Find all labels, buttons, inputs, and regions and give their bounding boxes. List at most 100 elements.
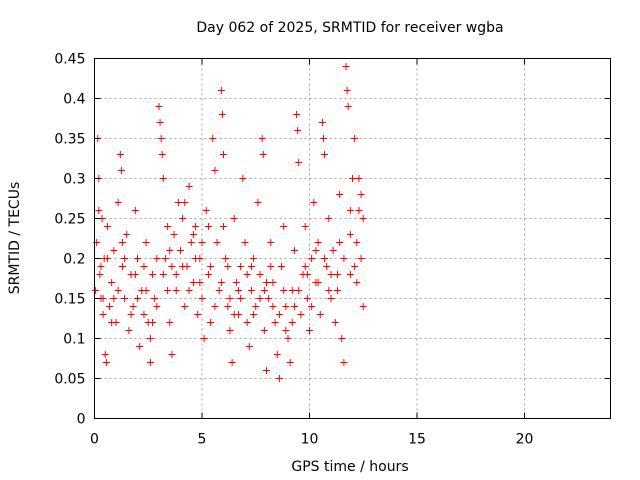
data-point: [226, 295, 234, 302]
data-point: [312, 247, 320, 254]
data-point: [346, 231, 354, 238]
data-point: [159, 271, 167, 278]
data-point: [340, 359, 348, 366]
data-point: [97, 263, 105, 270]
data-point: [121, 295, 129, 302]
data-point: [346, 207, 354, 214]
data-point: [259, 151, 267, 158]
data-point: [153, 255, 161, 262]
data-point: [323, 263, 331, 270]
data-point: [256, 295, 264, 302]
data-point: [131, 271, 139, 278]
data-point: [153, 303, 161, 310]
data-point: [220, 223, 227, 230]
data-point: [198, 295, 206, 302]
data-point: [327, 295, 335, 302]
y-tick-label: 0.45: [54, 52, 85, 68]
data-point: [245, 343, 253, 350]
data-point: [220, 151, 227, 158]
y-tick-label: 0.2: [63, 252, 85, 268]
data-point: [140, 311, 148, 318]
data-point: [301, 223, 309, 230]
data-point: [278, 263, 286, 270]
data-point: [325, 287, 333, 294]
data-point: [189, 231, 197, 238]
data-point: [198, 239, 206, 246]
y-tick-label: 0: [77, 412, 86, 428]
data-point: [202, 207, 210, 214]
data-point: [209, 135, 217, 142]
data-point: [149, 319, 157, 326]
data-point: [177, 247, 184, 254]
data-point: [267, 263, 275, 270]
y-tick-label: 0.1: [63, 332, 85, 348]
data-point: [297, 311, 305, 318]
data-point: [215, 287, 223, 294]
data-point: [265, 295, 273, 302]
data-point: [192, 223, 200, 230]
data-point: [340, 255, 348, 262]
data-point: [260, 287, 268, 294]
data-point: [282, 303, 290, 310]
data-point: [316, 311, 324, 318]
data-point: [342, 63, 350, 70]
data-point: [301, 263, 309, 270]
data-point: [325, 215, 333, 222]
axis-ticks: [94, 58, 611, 419]
data-point: [149, 271, 157, 278]
data-point: [235, 287, 243, 294]
data-point: [140, 263, 148, 270]
data-point: [196, 279, 204, 286]
data-point: [243, 271, 251, 278]
data-point: [95, 207, 103, 214]
data-point: [207, 319, 215, 326]
data-point: [213, 239, 221, 246]
data-point: [108, 279, 116, 286]
data-point: [254, 199, 262, 206]
data-point: [125, 327, 133, 334]
data-point: [217, 279, 225, 286]
y-axis-tick-labels: 0 0.05 0.1 0.15 0.2 0.25 0.3 0.35 0.4 0.45: [54, 52, 85, 428]
data-point: [228, 359, 236, 366]
data-point: [243, 319, 251, 326]
data-point: [99, 295, 107, 302]
data-point: [200, 335, 208, 342]
data-point: [343, 87, 351, 94]
x-tick-label: 15: [408, 432, 426, 448]
data-point: [329, 247, 337, 254]
data-point: [166, 319, 174, 326]
data-point: [194, 311, 202, 318]
data-point: [355, 207, 363, 214]
data-point: [250, 311, 258, 318]
data-point: [103, 223, 111, 230]
data-point: [207, 263, 215, 270]
data-point: [351, 263, 359, 270]
x-tick-label: 10: [301, 432, 319, 448]
data-point: [156, 119, 164, 126]
data-point: [224, 303, 232, 310]
data-point: [280, 223, 288, 230]
data-point: [102, 359, 110, 366]
x-tick-label: 20: [516, 432, 534, 448]
data-point: [338, 335, 346, 342]
data-point: [166, 247, 174, 254]
data-point: [237, 263, 245, 270]
data-point: [357, 191, 365, 198]
data-point: [129, 303, 137, 310]
data-point: [349, 175, 356, 182]
data-point: [117, 167, 125, 174]
data-point: [222, 255, 230, 262]
y-tick-label: 0.25: [54, 212, 85, 228]
data-point: [331, 319, 339, 326]
data-point: [282, 327, 290, 334]
data-point: [275, 311, 283, 318]
y-tick-label: 0.35: [54, 132, 85, 148]
data-point: [174, 199, 182, 206]
data-point: [116, 151, 124, 158]
data-point: [333, 271, 341, 278]
data-point: [353, 279, 361, 286]
data-point: [118, 239, 126, 246]
data-point: [310, 199, 318, 206]
plot-frame: [94, 58, 611, 419]
grid-lines: [94, 58, 611, 419]
